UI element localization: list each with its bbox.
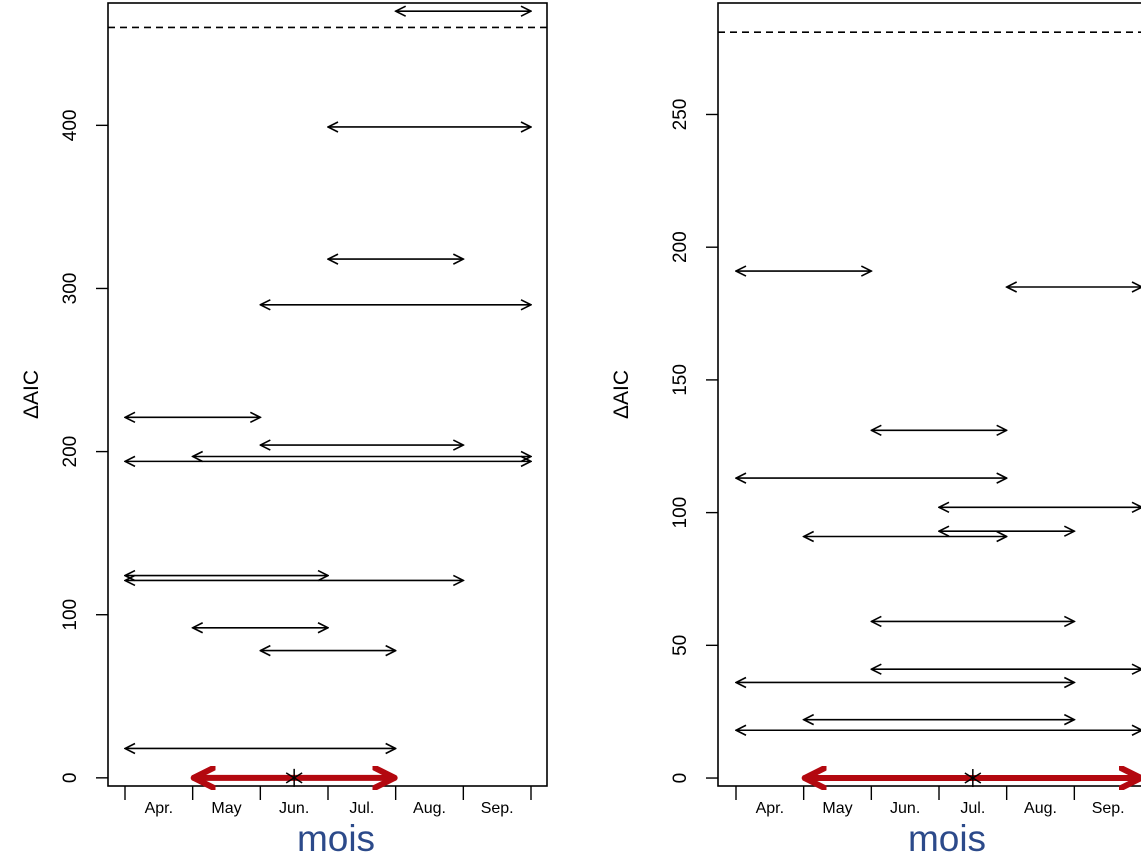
y-tick-label: 150 [670,364,691,396]
x-tick-label: Apr. [756,800,784,817]
y-axis-label: ΔAIC [610,370,633,419]
best-model-marker [964,769,982,788]
left-panel: 0 100 200 300 400 ΔAIC Apr. May Jun. Jul. Aug. Sep.… [20,2,548,859]
x-tick-label: Aug. [1024,800,1057,817]
y-tick-label: 0 [60,773,81,784]
x-tick-label: Jul. [960,800,985,817]
x-tick-label: May [822,800,852,817]
y-tick-label: 100 [60,599,81,631]
x-tick-label: Sep. [1092,800,1125,817]
y-axis-label: ΔAIC [20,370,43,419]
y-tick-label: 300 [60,273,81,305]
x-tick-label: Apr. [145,800,173,817]
best-model-marker [285,768,303,787]
y-tick-label: 200 [670,231,691,263]
x-tick-label: Jun. [890,800,920,817]
y-tick-label: 400 [60,109,81,141]
y-tick-label: 0 [670,773,691,784]
x-tick-label: Sep. [481,800,514,817]
x-tick-label: Jul. [349,800,374,817]
y-tick-label: 100 [670,497,691,529]
x-tick-label: Jun. [279,800,309,817]
right-panel: 0 50 100 150 200 250 ΔAIC Apr. May Jun. Jul. Aug. Se… [610,2,1141,859]
x-tick-label: Aug. [413,800,446,817]
x-tick-label: May [211,800,241,817]
plot-frame [107,2,548,787]
y-tick-label: 200 [60,436,81,468]
x-axis-label: mois [297,818,375,859]
y-tick-label: 50 [670,635,691,656]
x-axis-label: mois [908,818,986,859]
y-tick-label: 250 [670,99,691,131]
